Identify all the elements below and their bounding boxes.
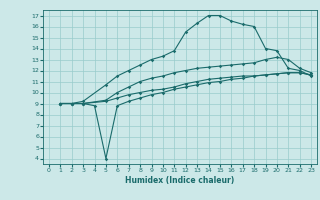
X-axis label: Humidex (Indice chaleur): Humidex (Indice chaleur): [125, 176, 235, 185]
